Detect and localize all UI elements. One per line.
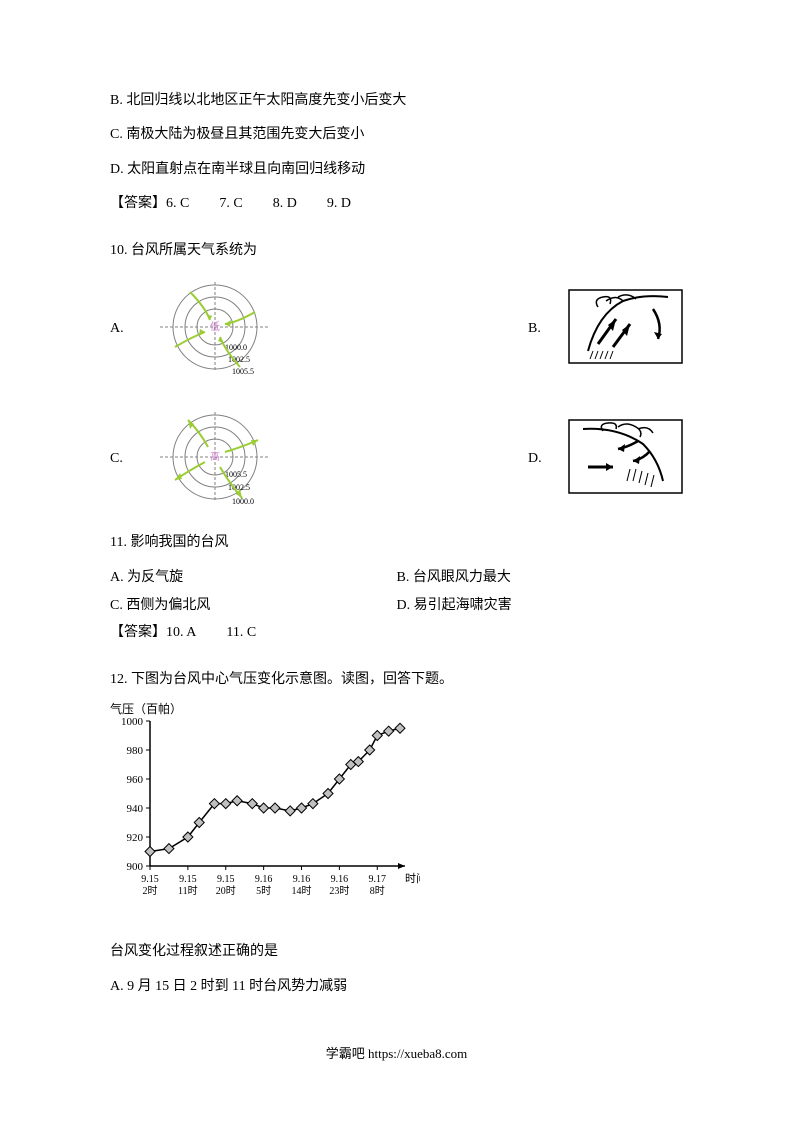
answer-block-1: 【答案】6. C 7. C 8. D 9. D (110, 193, 683, 215)
svg-text:9.16: 9.16 (331, 874, 349, 885)
svg-text:900: 900 (127, 861, 144, 873)
svg-text:低: 低 (210, 320, 220, 333)
svg-text:11时: 11时 (178, 885, 198, 897)
svg-text:9.15: 9.15 (179, 874, 197, 885)
q10-opt-b-label: B. (528, 321, 553, 337)
svg-text:1005.5: 1005.5 (232, 367, 254, 376)
q12-text: 12. 下图为台风中心气压变化示意图。读图，回答下题。 (110, 669, 683, 691)
svg-text:1000: 1000 (121, 716, 144, 728)
answer-block-2: 【答案】10. A 11. C (110, 622, 683, 644)
svg-text:5时: 5时 (256, 885, 271, 897)
svg-text:9.16: 9.16 (255, 874, 272, 885)
q10-opt-c-label: C. (110, 451, 135, 467)
svg-text:9.15: 9.15 (141, 874, 159, 885)
answer-10: 10. A (166, 622, 196, 644)
q11-opt-a: A. 为反气旋 (110, 566, 397, 586)
q11-text: 11. 影响我国的台风 (110, 532, 683, 554)
svg-text:23时: 23时 (329, 885, 349, 897)
answer-label-2: 【答案】 (110, 625, 166, 640)
q10-option-row-ab: A. 低 1000.0 1002.5 1005.5 B. (110, 272, 683, 387)
diagram-a-cyclone: 低 1000.0 1002.5 1005.5 (150, 272, 280, 387)
svg-text:2时: 2时 (143, 885, 158, 897)
q10-opt-a-label: A. (110, 321, 135, 337)
svg-text:960: 960 (127, 774, 144, 786)
q11-opt-d: D. 易引起海啸灾害 (397, 594, 684, 614)
svg-text:高: 高 (210, 450, 220, 463)
svg-text:920: 920 (127, 832, 144, 844)
svg-text:940: 940 (127, 803, 144, 815)
svg-text:9.17: 9.17 (369, 874, 387, 885)
pressure-chart: 气压（百帕）90092094096098010009.152时9.1511时9.… (110, 701, 683, 926)
q11-opt-b: B. 台风眼风力最大 (397, 566, 684, 586)
answer-6: 6. C (166, 193, 189, 215)
svg-text:时间: 时间 (405, 872, 420, 885)
svg-text:9.16: 9.16 (293, 874, 311, 885)
q10-opt-d-label: D. (528, 451, 553, 467)
svg-text:20时: 20时 (216, 885, 236, 897)
option-c-line: C. 南极大陆为极昼且其范围先变大后变小 (110, 124, 683, 146)
q11-opt-c: C. 西侧为偏北风 (110, 594, 397, 614)
answer-7: 7. C (219, 193, 242, 215)
svg-text:980: 980 (127, 745, 144, 757)
svg-text:1000.0: 1000.0 (232, 497, 254, 506)
q11-row-ab: A. 为反气旋 B. 台风眼风力最大 (110, 566, 683, 586)
svg-text:9.15: 9.15 (217, 874, 235, 885)
diagram-c-anticyclone: 高 1005.5 1002.5 1000.0 (150, 402, 280, 517)
option-b-line: B. 北回归线以北地区正午太阳高度先变小后变大 (110, 90, 683, 112)
q12-opt-a: A. 9 月 15 日 2 时到 11 时台风势力减弱 (110, 976, 683, 998)
diagram-d-cold-front (568, 419, 683, 499)
svg-text:14时: 14时 (292, 885, 312, 897)
svg-text:8时: 8时 (370, 885, 385, 897)
answer-8: 8. D (273, 193, 297, 215)
q12-sub-text: 台风变化过程叙述正确的是 (110, 941, 683, 963)
svg-text:1005.5: 1005.5 (225, 470, 247, 479)
page-footer: 学霸吧 https://xueba8.com (0, 1043, 793, 1062)
q11-row-cd: C. 西侧为偏北风 D. 易引起海啸灾害 (110, 594, 683, 614)
q10-text: 10. 台风所属天气系统为 (110, 240, 683, 262)
answer-9: 9. D (327, 193, 351, 215)
diagram-b-warm-front (568, 289, 683, 369)
svg-text:气压（百帕）: 气压（百帕） (110, 701, 182, 716)
answer-label: 【答案】 (110, 196, 166, 211)
option-d-line: D. 太阳直射点在南半球且向南回归线移动 (110, 159, 683, 181)
q10-option-row-cd: C. 高 1005.5 1002.5 1000.0 D. (110, 402, 683, 517)
answer-11: 11. C (226, 622, 256, 644)
